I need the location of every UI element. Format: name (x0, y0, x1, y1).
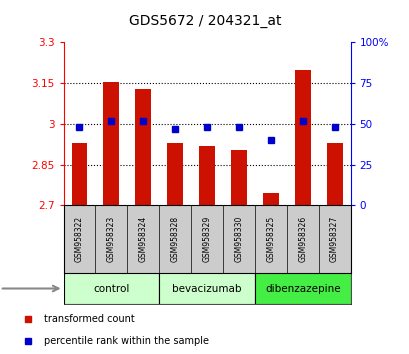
Text: control: control (93, 284, 129, 293)
Text: GSM958324: GSM958324 (138, 216, 147, 262)
Text: GSM958322: GSM958322 (75, 216, 84, 262)
Bar (230, 150, 246, 205)
Text: GSM958328: GSM958328 (170, 216, 179, 262)
Bar (63, 273, 159, 304)
Text: GSM958330: GSM958330 (234, 216, 243, 262)
Bar (103, 82, 119, 205)
Text: GSM958326: GSM958326 (297, 216, 306, 262)
Bar (71, 143, 87, 205)
Bar (167, 143, 183, 205)
Text: transformed count: transformed count (43, 314, 134, 324)
Bar (262, 193, 278, 205)
Text: percentile rank within the sample: percentile rank within the sample (43, 336, 208, 346)
Text: bevacizumab: bevacizumab (172, 284, 241, 293)
Text: GDS5672 / 204321_at: GDS5672 / 204321_at (128, 14, 281, 28)
Bar (199, 145, 214, 205)
Text: GSM958325: GSM958325 (266, 216, 275, 262)
Text: GSM958323: GSM958323 (107, 216, 116, 262)
Bar (294, 70, 310, 205)
Bar (254, 273, 350, 304)
Text: dibenzazepine: dibenzazepine (264, 284, 340, 293)
Bar (326, 143, 342, 205)
Text: GSM958327: GSM958327 (329, 216, 338, 262)
Bar (135, 88, 151, 205)
Text: GSM958329: GSM958329 (202, 216, 211, 262)
Bar (159, 273, 254, 304)
